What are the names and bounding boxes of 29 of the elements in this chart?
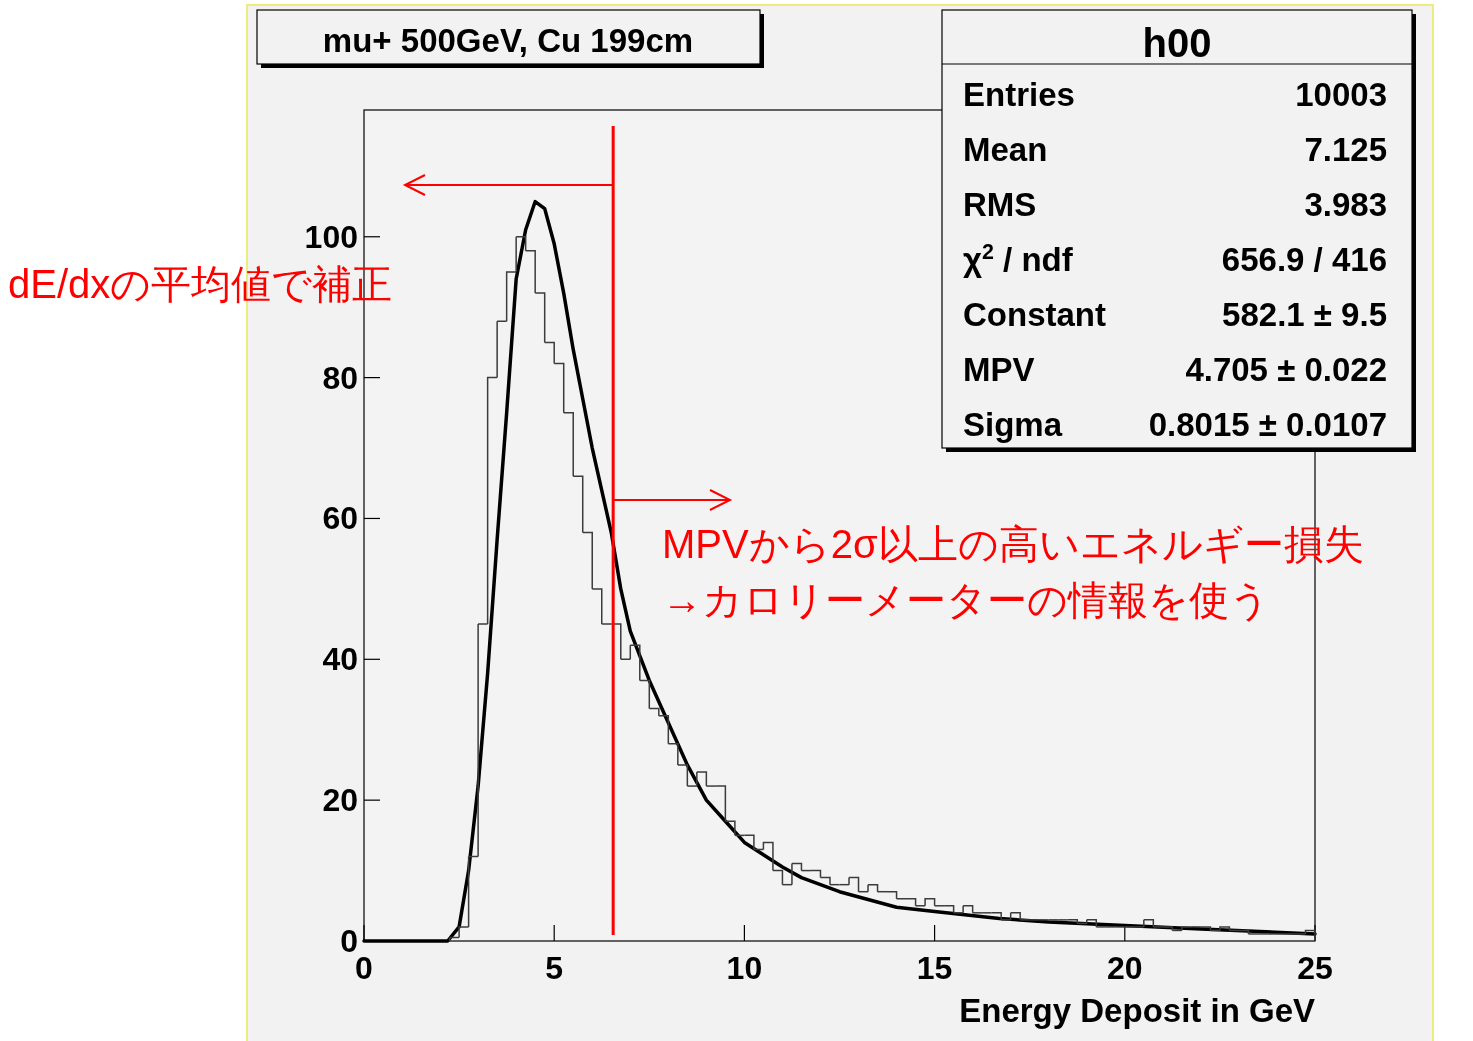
- y-tick-label: 20: [322, 782, 358, 819]
- annotation: 7.125: [1304, 131, 1387, 168]
- annotation: Mean: [963, 131, 1048, 168]
- annotation: Constant: [963, 296, 1106, 333]
- chart-title: mu+ 500GeV, Cu 199cm: [322, 22, 694, 59]
- y-tick-label: 80: [322, 359, 358, 396]
- x-axis-title: Energy Deposit in GeV: [959, 992, 1315, 1029]
- annotation: MPV: [963, 351, 1035, 388]
- y-tick-label: 40: [322, 641, 358, 678]
- text: h00: [1142, 21, 1212, 65]
- y-tick-label: 60: [322, 500, 358, 537]
- annotation: 4.705 ± 0.022: [1185, 351, 1387, 388]
- x-tick-label: 25: [1297, 950, 1333, 986]
- x-tick-label: 5: [545, 950, 564, 986]
- annotation: RMS: [963, 186, 1037, 223]
- annotation: 3.983: [1304, 186, 1387, 223]
- annotation: χ$^{2}$ / ndf: [963, 240, 1074, 278]
- annotation: Entries: [963, 76, 1075, 113]
- x-tick-label: 20: [1107, 950, 1143, 986]
- annotation: Sigma: [963, 406, 1063, 443]
- y-tick-label: 0: [340, 923, 358, 959]
- annotation: 10003: [1295, 76, 1387, 113]
- x-tick-label: 15: [916, 950, 953, 986]
- annotation: 582.1 ± 9.5: [1222, 296, 1387, 333]
- annotation: →カロリーメーターの情報を使う: [662, 578, 1270, 622]
- annotation: 0.8015 ± 0.0107: [1148, 406, 1387, 443]
- y-tick-label: 100: [304, 218, 358, 255]
- x-tick-label: 10: [726, 950, 763, 986]
- annotation: 656.9 / 416: [1221, 241, 1387, 278]
